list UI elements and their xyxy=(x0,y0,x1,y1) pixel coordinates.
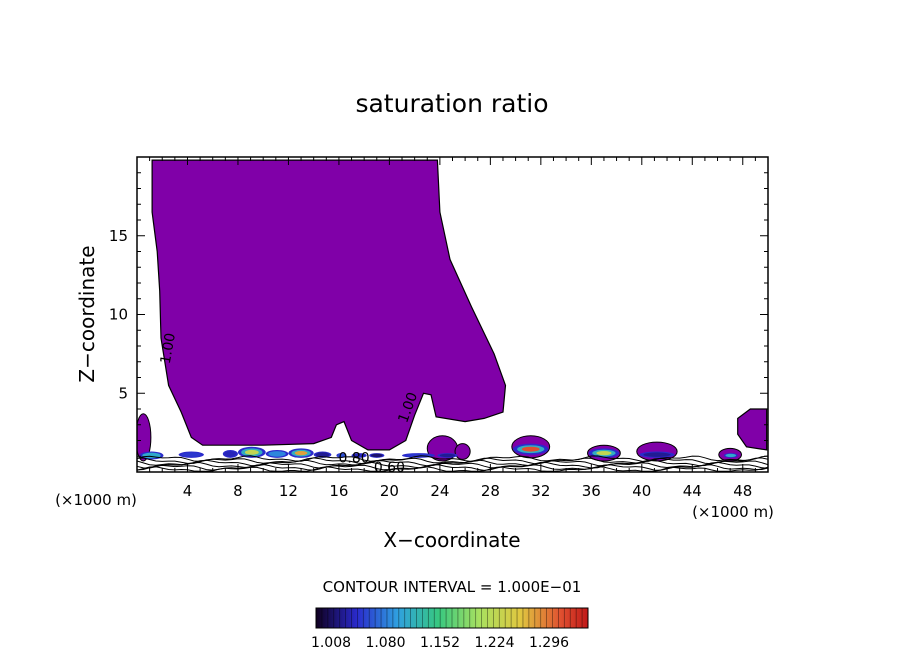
colorbar-tick-label: 1.224 xyxy=(474,635,514,651)
x-tick-label: 8 xyxy=(233,482,243,500)
x-tick-label: 40 xyxy=(632,482,651,500)
x-tick-label: 32 xyxy=(531,482,550,500)
saturation-cell-core xyxy=(442,454,453,457)
contour-label: 1.00 xyxy=(158,332,179,365)
supersaturated-blob xyxy=(137,413,152,462)
saturation-cell-core xyxy=(338,454,344,457)
colorbar-tick-label: 1.080 xyxy=(365,635,405,651)
x-unit-right: (×1000 m) xyxy=(692,503,774,521)
isoline-0.95 xyxy=(137,455,768,463)
contour-field xyxy=(137,159,768,462)
saturation-cell-core xyxy=(226,452,235,456)
saturation-cell-core xyxy=(727,454,735,457)
saturation-cell-core xyxy=(372,454,381,457)
saturation-cell-core xyxy=(294,451,308,456)
x-tick-label: 24 xyxy=(430,482,449,500)
colorbar-tick-labels: 1.008 1.080 1.152 1.224 1.296 xyxy=(311,635,569,651)
x-tick-label: 20 xyxy=(380,482,399,500)
x-tick-label: 16 xyxy=(329,482,348,500)
saturation-cell-core xyxy=(355,454,363,457)
saturation-cell-core xyxy=(596,451,612,456)
x-tick-label: 44 xyxy=(683,482,702,500)
x-tick-label: 12 xyxy=(279,482,298,500)
isoline-0.8 xyxy=(137,461,768,469)
y-tick-label: 15 xyxy=(109,227,128,245)
contour-label: 0.80 xyxy=(338,451,369,467)
x-tick-label: 48 xyxy=(733,482,752,500)
x-tick-label: 36 xyxy=(582,482,601,500)
y-tick-label: 10 xyxy=(109,306,128,324)
colorbar-tick-label: 1.008 xyxy=(311,635,351,651)
colorbar-tick-label: 1.296 xyxy=(529,635,569,651)
saturation-cell-core xyxy=(318,453,327,457)
y-tick-label: 5 xyxy=(118,384,128,402)
supersaturated-region-edge xyxy=(737,408,768,451)
saturation-cell-core xyxy=(244,449,259,455)
x-tick-label: 4 xyxy=(183,482,193,500)
x-tick-label: 28 xyxy=(481,482,500,500)
supersaturated-region xyxy=(151,159,507,451)
saturation-cell-core xyxy=(184,453,198,457)
chart-title: saturation ratio xyxy=(355,89,548,118)
y-axis-label: Z−coordinate xyxy=(75,245,99,382)
x-unit-left: (×1000 m) xyxy=(55,491,137,509)
supersaturated-blob xyxy=(454,443,471,460)
colorbar xyxy=(315,607,589,629)
colorbar-tick-label: 1.152 xyxy=(420,635,460,651)
saturation-cell-core xyxy=(271,452,283,456)
saturation-cell-core xyxy=(648,453,666,457)
saturation-cell-core xyxy=(521,446,540,452)
isoline-0.9 xyxy=(137,457,768,465)
isoline-0.85 xyxy=(137,459,768,467)
x-axis-label: X−coordinate xyxy=(383,528,520,552)
contour-interval-note: CONTOUR INTERVAL = 1.000E−01 xyxy=(323,578,582,596)
